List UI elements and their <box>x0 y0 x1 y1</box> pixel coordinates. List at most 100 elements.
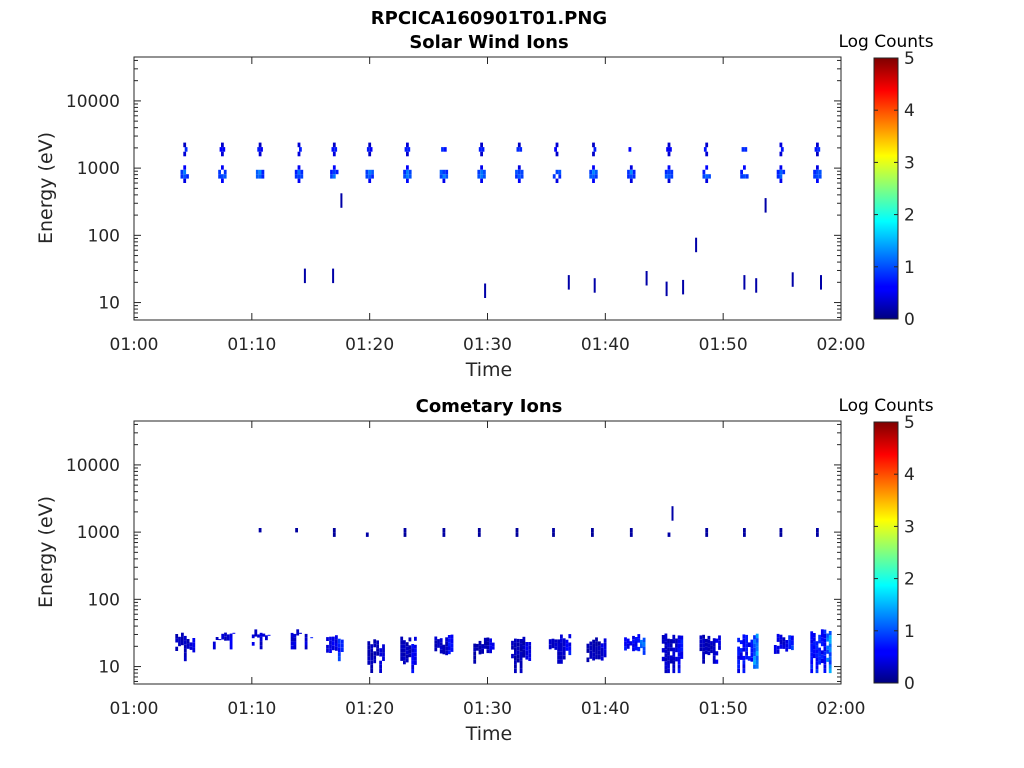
data-cell <box>183 657 187 662</box>
data-cell <box>181 641 184 646</box>
data-cell <box>715 638 719 643</box>
data-cell <box>365 532 369 537</box>
data-cell <box>519 664 523 669</box>
x-tick-label: 01:50 <box>699 335 748 355</box>
data-cell <box>558 169 562 175</box>
data-cell <box>297 165 301 170</box>
data-cell <box>753 664 756 669</box>
data-cell <box>560 634 563 639</box>
data-cell <box>699 639 703 644</box>
data-cell <box>680 655 684 659</box>
colorbar: Log Counts 0 1 2 3 4 5 <box>838 396 933 694</box>
data-cell <box>664 649 668 654</box>
data-cell <box>489 638 492 643</box>
data-cell <box>258 142 262 148</box>
data-point <box>764 198 767 213</box>
data-cell <box>629 178 633 183</box>
data-cell <box>447 650 451 655</box>
data-cell <box>707 643 711 648</box>
data-cell <box>382 656 385 661</box>
data-cell <box>586 643 590 649</box>
data-cell <box>437 639 440 644</box>
data-cell <box>629 532 633 537</box>
data-cell <box>816 528 819 533</box>
data-cell <box>254 629 258 633</box>
data-cell <box>406 165 409 170</box>
data-cell <box>434 643 438 648</box>
data-cell <box>816 165 819 170</box>
data-cell <box>823 655 827 660</box>
y-tick-label: 1000 <box>77 159 120 179</box>
data-cell <box>785 640 789 644</box>
colorbar-tick-label: 5 <box>904 49 915 69</box>
data-cell <box>779 639 783 645</box>
data-cell <box>414 644 417 649</box>
data-cell <box>184 147 188 152</box>
data-cell <box>629 169 633 175</box>
data-cell <box>520 169 524 175</box>
data-cell <box>445 641 448 647</box>
data-cell <box>702 655 705 660</box>
data-cell <box>299 147 302 152</box>
data-cell <box>403 532 407 537</box>
data-cell <box>828 639 832 644</box>
data-cell <box>816 532 819 537</box>
data-cell <box>600 656 604 661</box>
data-cell <box>820 658 824 664</box>
data-cell <box>367 660 371 665</box>
data-cell <box>627 169 630 175</box>
data-cell <box>516 646 520 651</box>
data-cell <box>517 165 521 170</box>
data-cell <box>562 651 566 656</box>
data-cell <box>755 660 759 665</box>
data-cell <box>447 642 451 647</box>
colorbar-tick-label: 4 <box>904 465 915 485</box>
data-cell <box>337 656 341 662</box>
panel-title: Cometary Ions <box>416 396 563 417</box>
data-cell <box>712 642 716 647</box>
data-cell <box>290 632 294 637</box>
data-cell <box>489 645 492 650</box>
data-cell <box>820 654 824 659</box>
data-cell <box>525 646 529 651</box>
data-cell <box>329 640 332 645</box>
colorbar-tick-label: 2 <box>904 570 915 590</box>
data-cell <box>222 147 226 152</box>
data-cell <box>818 647 821 652</box>
data-cell <box>261 174 265 179</box>
data-cell <box>823 642 827 647</box>
data-cell <box>332 532 336 537</box>
x-tick-label: 01:10 <box>227 335 276 355</box>
data-cell <box>183 648 187 653</box>
data-cell <box>562 655 566 660</box>
data-cell <box>259 641 263 646</box>
colorbar-label: Log Counts <box>838 32 933 52</box>
data-cell <box>329 636 332 641</box>
data-cell <box>517 169 521 175</box>
data-cell <box>515 528 519 533</box>
data-cell <box>293 637 297 642</box>
data-cell <box>595 641 598 647</box>
data-cell <box>175 634 179 639</box>
data-cell <box>442 528 446 533</box>
data-cell <box>744 147 748 152</box>
y-tick-label: 100 <box>88 590 120 610</box>
colorbar-tick-label: 3 <box>904 153 915 173</box>
data-cell <box>753 643 756 648</box>
data-cell <box>254 633 258 637</box>
data-point <box>671 506 674 521</box>
data-cell <box>592 169 595 175</box>
data-cell <box>742 634 746 639</box>
data-cell <box>229 637 233 642</box>
data-cell <box>379 660 382 665</box>
data-cell <box>229 641 233 646</box>
data-cell <box>294 169 298 175</box>
data-cell <box>680 639 684 644</box>
data-cell <box>823 664 827 669</box>
data-cell <box>742 643 746 648</box>
data-cell <box>297 174 301 179</box>
data-cell <box>304 633 308 638</box>
data-cell <box>337 647 341 653</box>
data-cell <box>718 640 721 646</box>
figure-filename-title: RPCICA160901T01.PNG <box>371 8 607 29</box>
